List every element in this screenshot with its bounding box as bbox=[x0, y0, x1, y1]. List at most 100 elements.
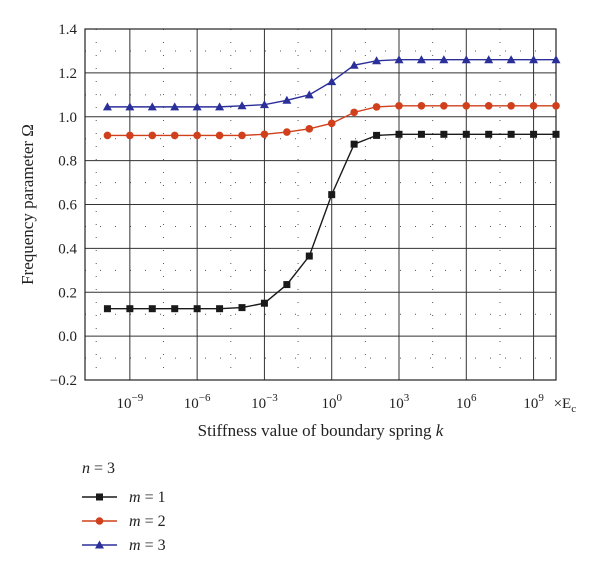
x-tick-label: 103 bbox=[389, 392, 410, 412]
x-unit-label: ×Ec bbox=[554, 396, 577, 415]
legend-label-rest: = 1 bbox=[141, 489, 166, 506]
data-point-m2 bbox=[103, 131, 112, 140]
x-axis: 10−9 10−6 10−3 100 103 106 109 ×Ec bbox=[116, 392, 576, 415]
legend-label: m = 1 bbox=[129, 489, 166, 506]
data-point-m1 bbox=[103, 305, 111, 313]
data-point-m2 bbox=[260, 130, 269, 139]
data-point-m1 bbox=[395, 130, 403, 138]
data-point-m1 bbox=[238, 304, 246, 312]
x-tick-base: 10 bbox=[251, 396, 266, 412]
legend: n = 3 m = 1m = 2m = 3 bbox=[82, 460, 166, 554]
data-point-m1 bbox=[350, 140, 358, 148]
data-point-m2 bbox=[148, 131, 157, 140]
legend-label-var: m bbox=[129, 537, 141, 554]
legend-header-var: n bbox=[82, 460, 90, 477]
legend-label-rest: = 2 bbox=[141, 513, 166, 530]
data-point-m2 bbox=[350, 108, 358, 117]
data-point-m3 bbox=[170, 102, 180, 111]
series-group bbox=[102, 55, 561, 313]
x-axis-title-text: Stiffness value of boundary spring bbox=[198, 421, 432, 440]
y-tick-label: 1.2 bbox=[58, 66, 77, 82]
legend-swatch-marker bbox=[96, 493, 103, 501]
y-tick-label: −0.2 bbox=[50, 373, 77, 389]
data-point-m1 bbox=[530, 130, 538, 138]
legend-label-var: m bbox=[129, 489, 141, 506]
data-point-m2 bbox=[215, 131, 224, 140]
x-axis-title: Stiffness value of boundary spring k bbox=[198, 421, 444, 440]
data-point-m1 bbox=[283, 281, 291, 289]
data-point-m3 bbox=[125, 102, 135, 111]
data-point-m3 bbox=[394, 55, 404, 64]
data-point-m2 bbox=[507, 101, 515, 110]
x-unit-subscript: c bbox=[571, 403, 576, 415]
x-tick-base: 10 bbox=[389, 396, 404, 412]
y-tick-label: 1.0 bbox=[58, 110, 77, 126]
data-point-m2 bbox=[372, 103, 381, 111]
data-point-m3 bbox=[349, 60, 359, 69]
data-point-m2 bbox=[440, 101, 448, 110]
data-point-m3 bbox=[237, 101, 247, 110]
y-tick-label: 0.4 bbox=[58, 241, 77, 257]
data-point-m1 bbox=[126, 305, 134, 313]
data-point-m1 bbox=[507, 130, 515, 138]
data-point-m1 bbox=[171, 305, 179, 313]
data-point-m2 bbox=[327, 119, 336, 128]
data-point-m2 bbox=[238, 131, 246, 140]
x-tick-exponent: 3 bbox=[404, 392, 410, 404]
legend-label: m = 3 bbox=[129, 537, 166, 554]
legend-label-var: m bbox=[129, 513, 141, 530]
data-point-m1 bbox=[440, 130, 448, 138]
x-tick-label: 100 bbox=[321, 392, 342, 412]
legend-item-m1: m = 1 bbox=[82, 489, 166, 506]
data-point-m1 bbox=[373, 131, 381, 139]
data-point-m1 bbox=[305, 252, 313, 260]
data-point-m1 bbox=[260, 299, 268, 307]
data-point-m3 bbox=[192, 102, 202, 111]
legend-item-m2: m = 2 bbox=[82, 513, 166, 530]
series-m2 bbox=[103, 101, 560, 140]
data-point-m1 bbox=[148, 305, 156, 313]
legend-swatch-marker bbox=[95, 517, 104, 525]
x-tick-exponent: 0 bbox=[336, 392, 342, 404]
data-point-m3 bbox=[484, 55, 494, 64]
data-point-m2 bbox=[529, 101, 538, 110]
data-point-m2 bbox=[305, 125, 314, 133]
x-unit-text: ×E bbox=[554, 396, 572, 412]
x-tick-label: 10−6 bbox=[184, 392, 211, 412]
x-tick-base: 10 bbox=[116, 396, 131, 412]
data-point-m1 bbox=[552, 130, 560, 138]
data-point-m3 bbox=[529, 55, 539, 64]
x-tick-exponent: −6 bbox=[199, 392, 211, 404]
x-tick-base: 10 bbox=[456, 396, 471, 412]
legend-swatch-marker bbox=[95, 540, 104, 549]
data-point-m1 bbox=[417, 130, 425, 138]
data-point-m2 bbox=[552, 101, 560, 110]
data-point-m3 bbox=[372, 56, 382, 65]
legend-item-m3: m = 3 bbox=[82, 537, 166, 554]
legend-label: m = 2 bbox=[129, 513, 166, 530]
data-point-m3 bbox=[461, 55, 471, 64]
x-tick-label: 109 bbox=[523, 392, 544, 412]
x-tick-label: 106 bbox=[456, 392, 477, 412]
y-tick-label: 0.0 bbox=[58, 329, 77, 345]
x-tick-base: 10 bbox=[523, 396, 538, 412]
x-tick-exponent: 9 bbox=[538, 392, 544, 404]
series-m3 bbox=[102, 55, 561, 111]
data-point-m3 bbox=[147, 102, 157, 111]
legend-label-rest: = 3 bbox=[141, 537, 166, 554]
y-axis: −0.2 0.0 0.2 0.4 0.6 0.8 1.0 1.2 1.4 bbox=[50, 22, 78, 389]
data-point-m3 bbox=[439, 55, 449, 64]
data-point-m2 bbox=[484, 101, 493, 110]
data-point-m1 bbox=[485, 130, 493, 138]
x-tick-exponent: −9 bbox=[131, 392, 143, 404]
y-tick-label: 1.4 bbox=[58, 22, 77, 38]
x-tick-label: 10−9 bbox=[116, 392, 143, 412]
x-tick-label: 10−3 bbox=[251, 392, 278, 412]
y-axis-title: Frequency parameter Ω bbox=[18, 124, 37, 285]
data-point-m3 bbox=[215, 102, 225, 111]
data-point-m3 bbox=[282, 95, 292, 104]
data-point-m3 bbox=[416, 55, 426, 64]
data-point-m3 bbox=[506, 55, 516, 64]
data-point-m1 bbox=[193, 305, 201, 313]
